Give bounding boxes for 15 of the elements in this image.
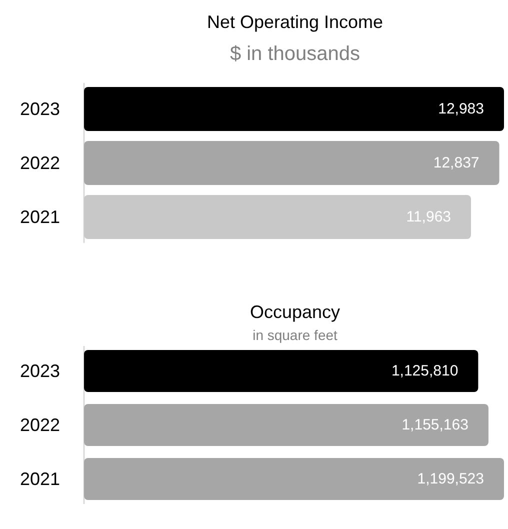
chart-subtitle: in square feet <box>252 327 338 343</box>
data-label: 1,125,810 <box>391 362 458 380</box>
chart-subtitle: $ in thousands <box>230 43 360 65</box>
chart-title: Occupancy <box>250 302 340 322</box>
y-tick-label: 2022 <box>20 415 60 435</box>
data-label: 12,983 <box>438 100 484 118</box>
chart-title: Net Operating Income <box>206 12 384 32</box>
y-tick-label: 2023 <box>20 99 60 119</box>
y-tick-label: 2021 <box>20 469 60 489</box>
y-tick-label: 2021 <box>20 207 60 227</box>
y-tick-label: 2022 <box>20 153 60 173</box>
data-label: 1,199,523 <box>417 470 484 488</box>
y-tick-label: 2023 <box>20 361 60 381</box>
data-label: 12,837 <box>433 154 480 172</box>
data-label: 1,155,163 <box>402 416 468 434</box>
